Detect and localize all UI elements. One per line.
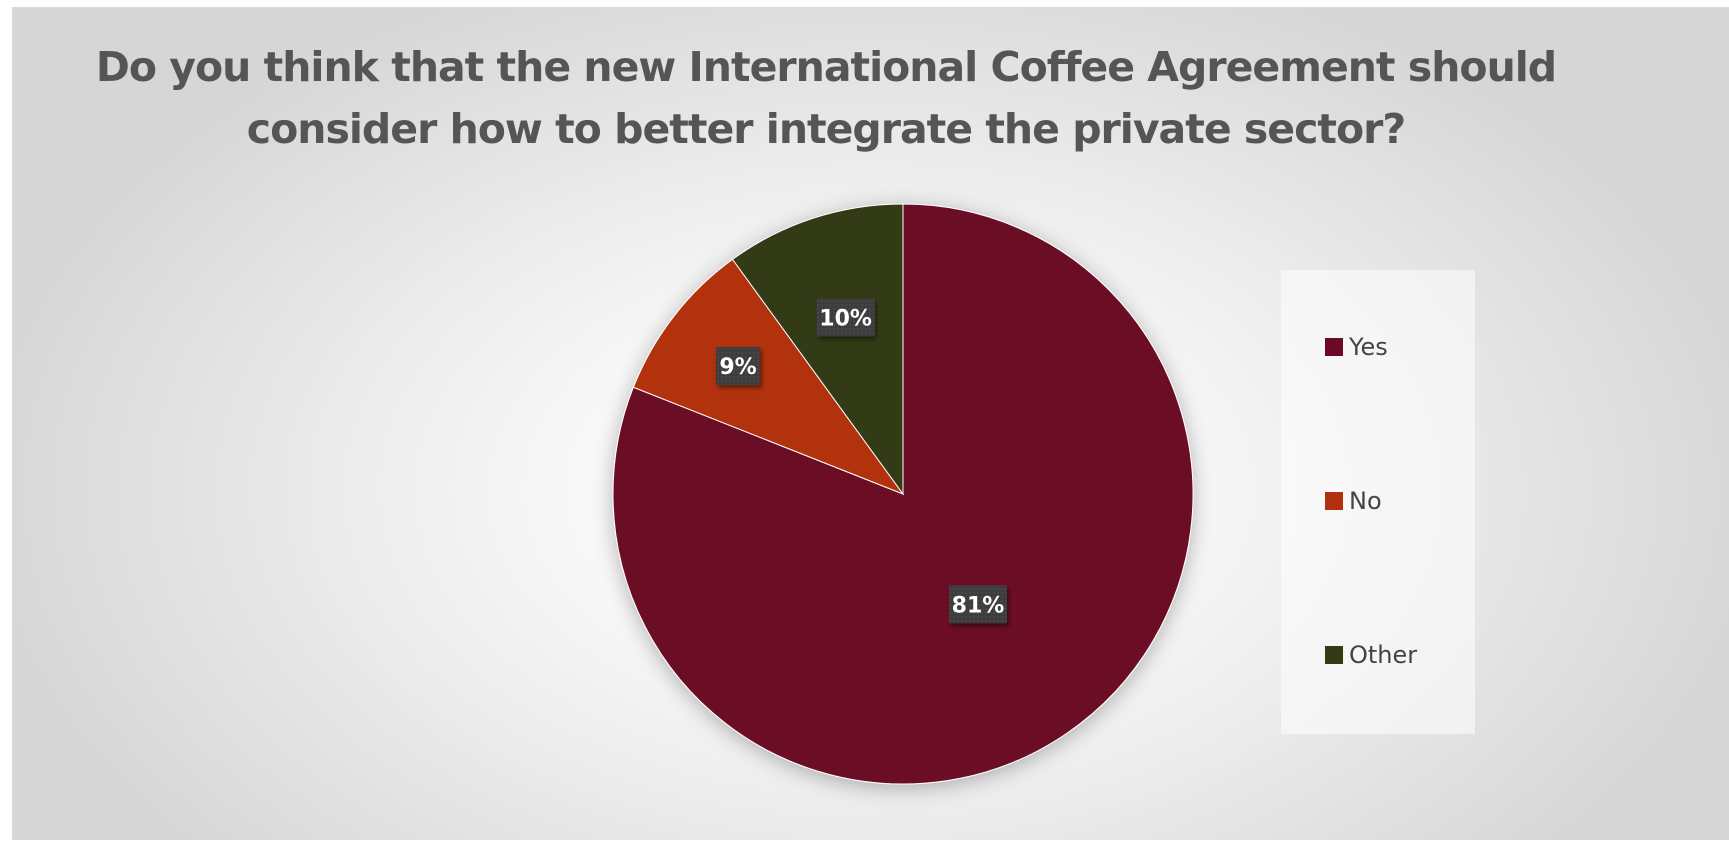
legend: Yes No Other	[1281, 270, 1475, 734]
pie-chart: 81% 9% 10%	[612, 203, 1194, 785]
pie-slices	[612, 203, 1194, 785]
data-label-text-yes: 81%	[952, 593, 1005, 618]
pie-slice-labels: 81% 9% 10%	[716, 298, 1007, 624]
legend-label-other: Other	[1349, 641, 1418, 669]
data-label-box-yes	[948, 585, 1007, 624]
legend-swatch-no	[1325, 492, 1343, 510]
data-label-other: 10%	[816, 298, 875, 337]
chart-area: Do you think that the new International …	[12, 7, 1729, 840]
data-label-text-other: 10%	[819, 306, 872, 331]
chart-title-line-1: Do you think that the new International …	[95, 43, 1557, 91]
legend-item-no: No	[1325, 487, 1382, 515]
chart-title-line-2: consider how to better integrate the pri…	[246, 105, 1406, 153]
pie-slice-other	[731, 203, 904, 496]
data-label-yes: 81%	[948, 585, 1007, 624]
data-label-text-no: 9%	[719, 355, 756, 380]
data-label-box-no	[716, 347, 761, 386]
pie-slice-no	[632, 258, 905, 496]
legend-label-no: No	[1349, 487, 1382, 515]
data-label-no: 9%	[716, 347, 761, 386]
legend-label-yes: Yes	[1349, 333, 1388, 361]
legend-item-other: Other	[1325, 641, 1417, 669]
chart-title: Do you think that the new International …	[0, 36, 1729, 160]
legend-swatch-yes	[1325, 338, 1343, 356]
legend-item-yes: Yes	[1325, 333, 1388, 361]
data-label-box-other	[816, 298, 875, 337]
legend-swatch-other	[1325, 646, 1343, 664]
